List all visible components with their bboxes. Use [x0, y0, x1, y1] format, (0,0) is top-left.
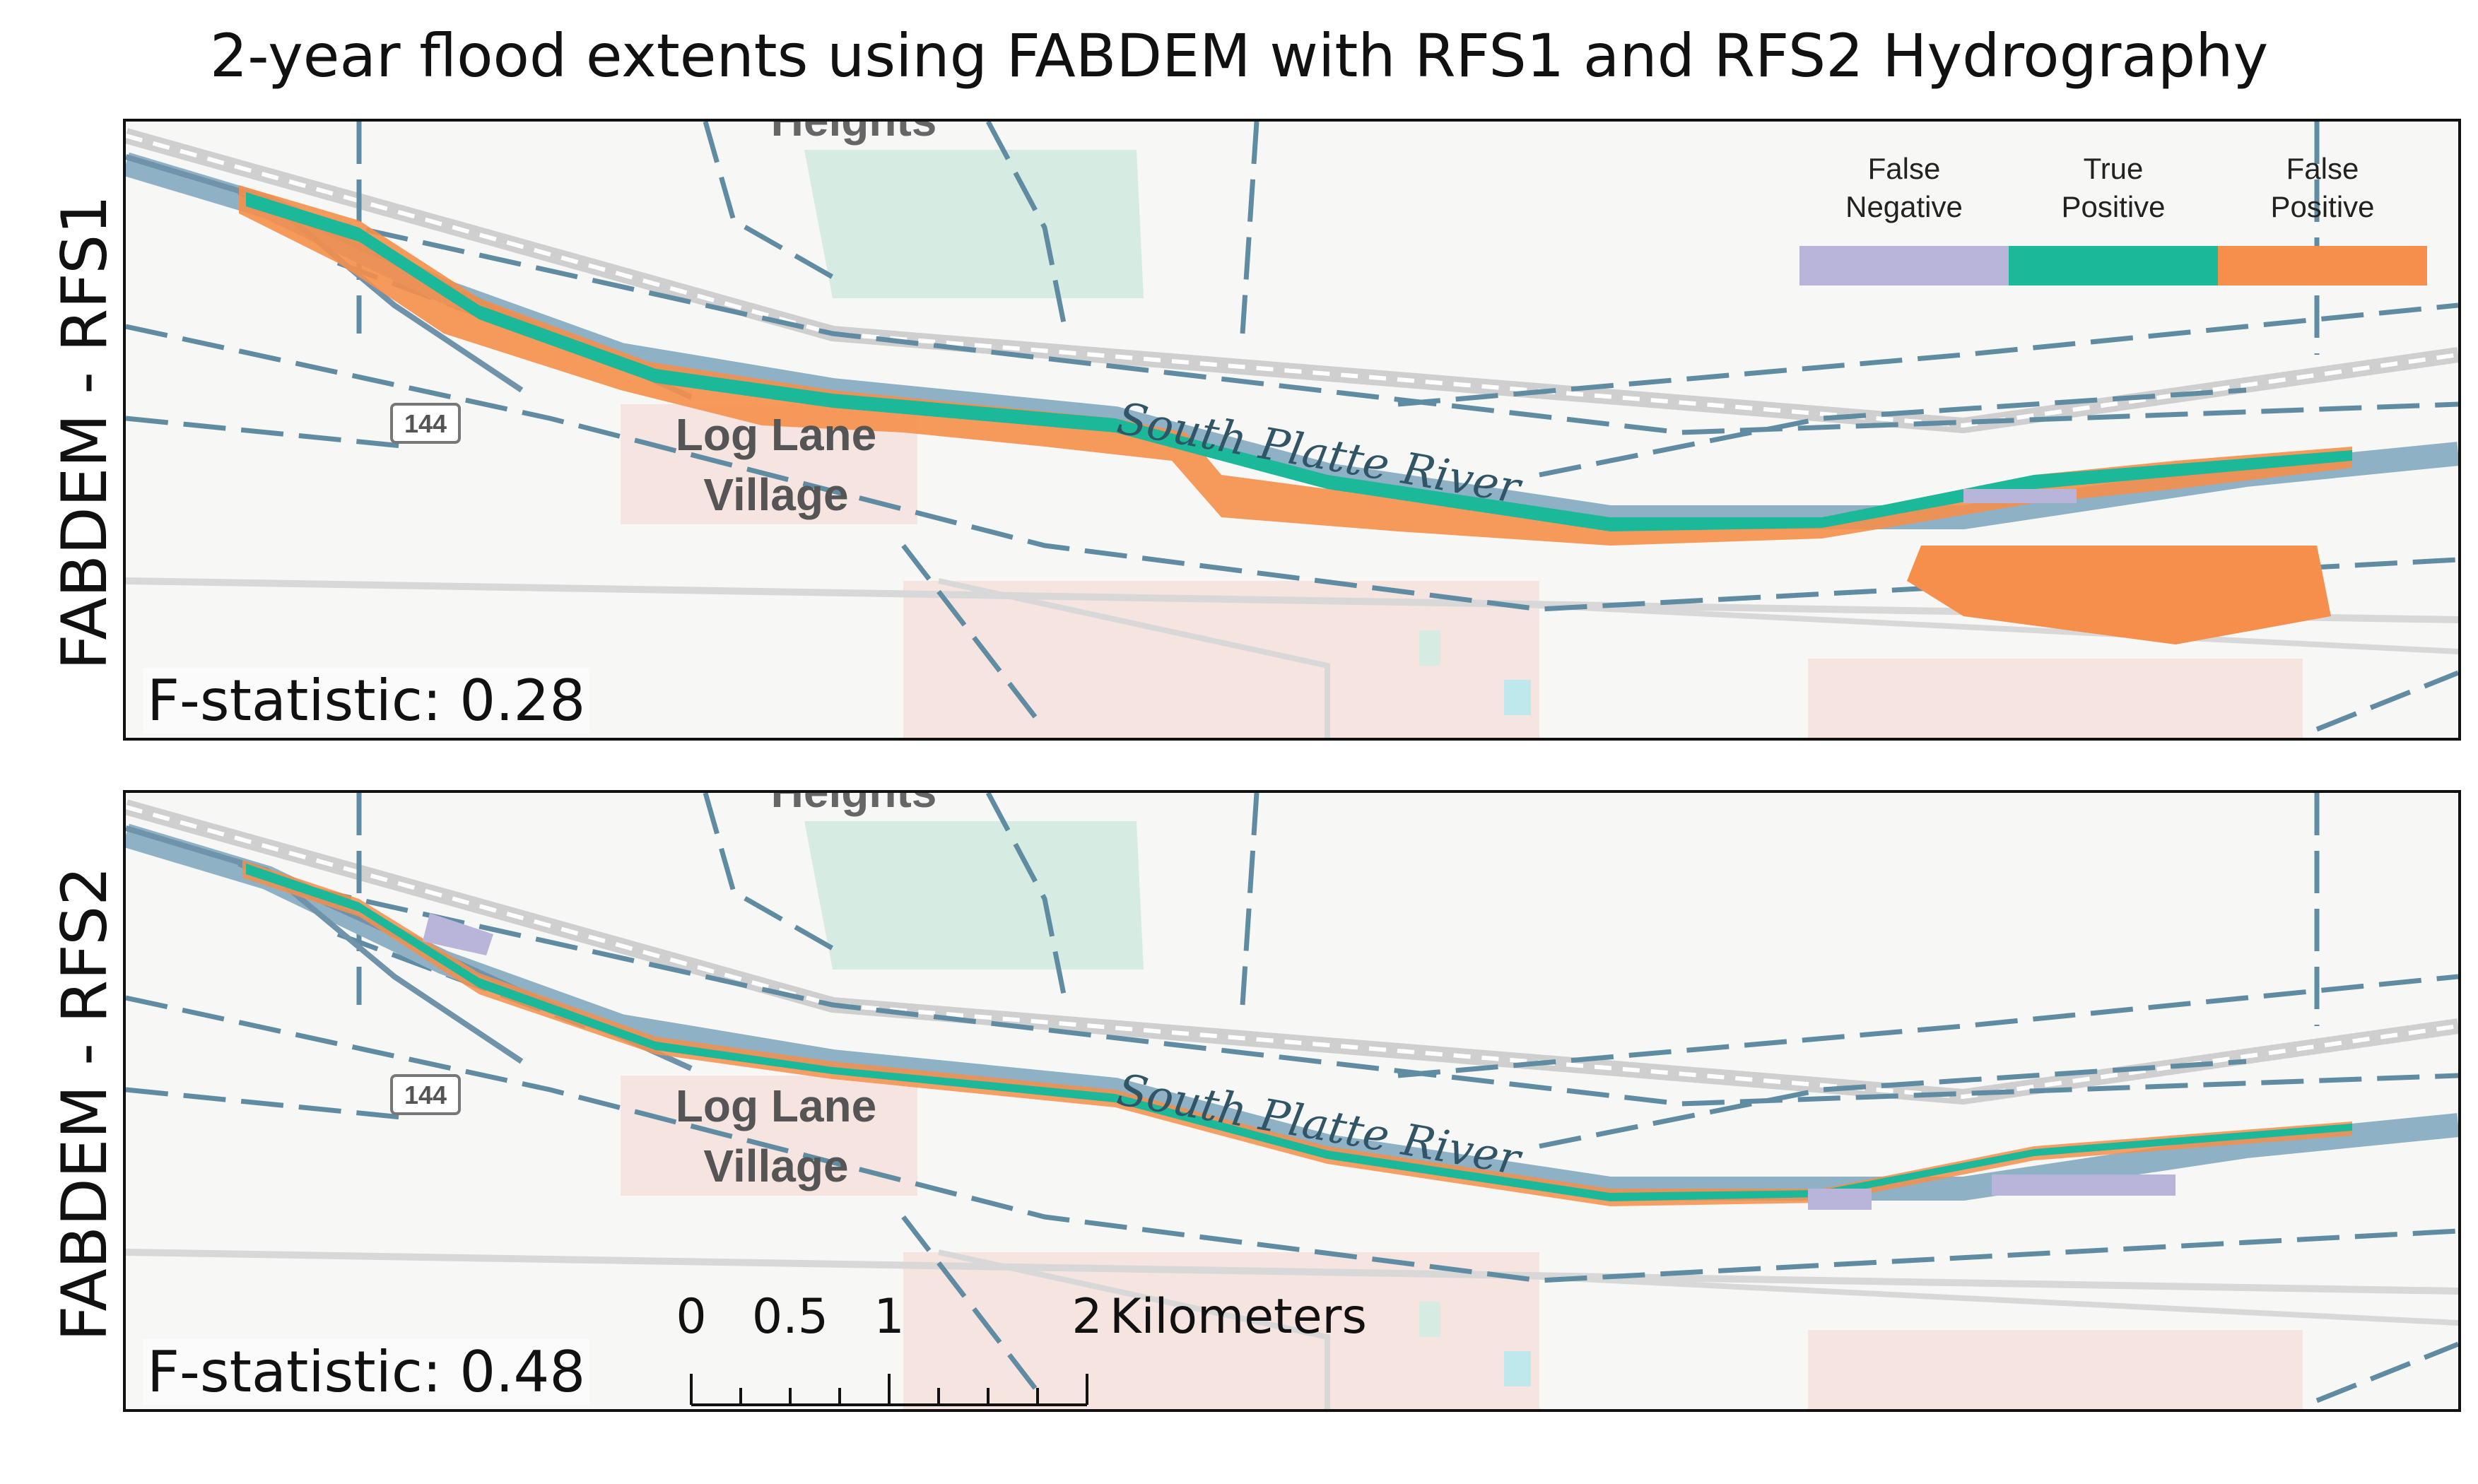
interstate-road-centerline [126, 134, 2458, 428]
scale-bar-graphic [690, 1374, 1088, 1406]
highway-shield-label: 144 [404, 409, 447, 438]
scale-tick-label-0: 0 [676, 1289, 707, 1345]
legend: False Negative True Positive False Posit… [1799, 150, 2429, 312]
false-positive-extent [1907, 546, 2331, 644]
park-area [1419, 1302, 1440, 1337]
map-svg-rfs1: 144 Log Lane Village Heights South Platt… [126, 122, 2458, 738]
row-label-rfs1: FABDEM - RFS1 [48, 194, 121, 671]
heights-label: Heights [771, 122, 937, 146]
water-body [1504, 680, 1531, 715]
interstate-road-centerline [126, 805, 2458, 1100]
legend-label-line1: False [2286, 152, 2359, 185]
river-bank [126, 825, 524, 1064]
road [938, 578, 1330, 738]
road [1468, 599, 2458, 654]
highway-shield-icon [390, 403, 461, 444]
legend-label-line1: True [2083, 152, 2144, 185]
urban-area [1808, 659, 2303, 738]
map-panel-rfs2: 144 Log Lane Village Heights South Platt… [123, 790, 2461, 1412]
park-area [804, 821, 1144, 970]
scale-tick-label-2: 2 [1071, 1289, 1103, 1345]
scale-tick-label-1: 1 [874, 1289, 905, 1345]
legend-label-line2: Negative [1845, 190, 1963, 223]
water-body [1504, 1351, 1531, 1386]
false-positive-extent [239, 185, 2352, 546]
legend-label-false-positive: False Positive [2218, 150, 2427, 226]
river-label: South Platte River [1113, 1064, 1526, 1186]
park-area [804, 150, 1144, 298]
map-panel-rfs1: 144 Log Lane Village Heights South Platt… [123, 119, 2461, 741]
figure-title: 2-year flood extents using FABDEM with R… [209, 21, 2269, 90]
legend-label-line2: Positive [2061, 190, 2166, 223]
false-negative-extent [1808, 1189, 1872, 1210]
legend-swatch-false-negative [1799, 246, 2009, 285]
highway-shield-label: 144 [404, 1080, 447, 1109]
heights-label: Heights [771, 793, 937, 817]
park-area [1419, 630, 1440, 666]
true-positive-extent [246, 864, 2352, 1201]
row-label-rfs2: FABDEM - RFS2 [48, 866, 121, 1342]
scale-bar: 0 0.5 1 2 Kilometers [676, 1289, 1367, 1409]
f-statistic-rfs1: F-statistic: 0.28 [143, 668, 590, 734]
legend-label-line2: Positive [2270, 190, 2375, 223]
legend-label-true-positive: True Positive [2009, 150, 2218, 226]
scale-unit-label: Kilometers [1110, 1289, 1367, 1345]
false-negative-extent [1963, 489, 2077, 503]
legend-swatch-false-positive [2218, 246, 2427, 285]
false-negative-extent [423, 913, 493, 955]
scale-tick-label-0-5: 0.5 [751, 1289, 829, 1345]
road [1468, 1271, 2458, 1326]
urban-area [1808, 1330, 2303, 1409]
town-label: Log Lane [676, 409, 876, 460]
legend-label-line1: False [1867, 152, 1941, 185]
false-negative-extent [1992, 1174, 2175, 1196]
town-label-line2: Village [703, 469, 848, 520]
road [126, 1249, 2458, 1295]
road [938, 1249, 1330, 1409]
highway-shield-icon [390, 1074, 461, 1115]
boundary-lines [126, 793, 2458, 1403]
legend-label-false-negative: False Negative [1799, 150, 2009, 226]
urban-area [621, 1076, 917, 1196]
map-svg-rfs2: 144 Log Lane Village Heights South Platt… [126, 793, 2458, 1409]
town-label-line2: Village [703, 1141, 848, 1191]
f-statistic-rfs2: F-statistic: 0.48 [143, 1339, 590, 1405]
town-label: Log Lane [676, 1080, 876, 1131]
legend-swatch-true-positive [2009, 246, 2218, 285]
